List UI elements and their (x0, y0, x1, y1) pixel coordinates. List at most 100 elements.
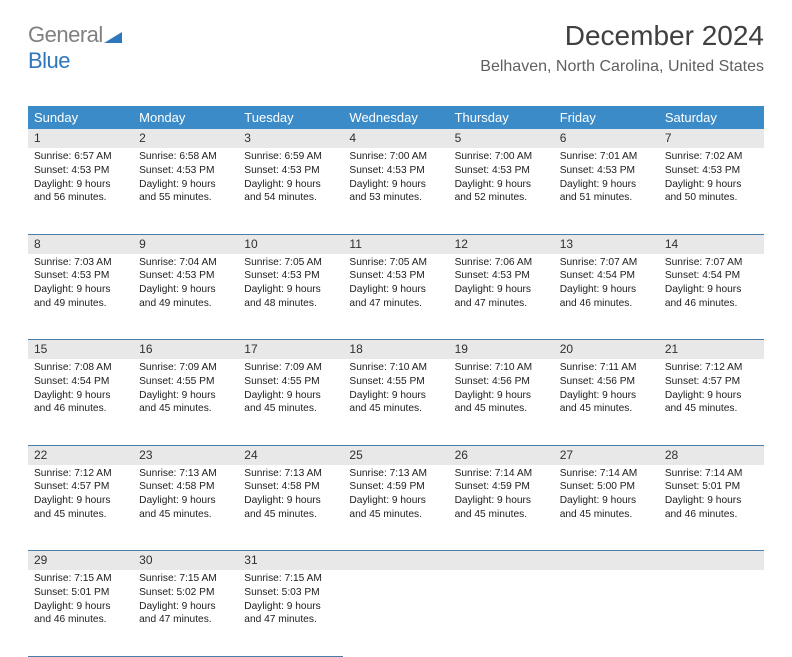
sunrise-line: Sunrise: 7:08 AM (34, 361, 127, 375)
sunrise-line: Sunrise: 7:07 AM (560, 256, 653, 270)
day-details: Sunrise: 7:00 AMSunset: 4:53 PMDaylight:… (449, 148, 554, 209)
day-details: Sunrise: 7:15 AMSunset: 5:01 PMDaylight:… (28, 570, 133, 631)
daylight-line: Daylight: 9 hours and 48 minutes. (244, 283, 337, 311)
daylight-line: Daylight: 9 hours and 45 minutes. (349, 494, 442, 522)
day-details: Sunrise: 7:12 AMSunset: 4:57 PMDaylight:… (659, 359, 764, 420)
sunrise-line: Sunrise: 7:06 AM (455, 256, 548, 270)
day-content-cell: Sunrise: 7:15 AMSunset: 5:03 PMDaylight:… (238, 570, 343, 656)
sunrise-line: Sunrise: 7:13 AM (139, 467, 232, 481)
day-number-cell: 25 (343, 445, 448, 465)
sunset-line: Sunset: 4:58 PM (139, 480, 232, 494)
weekday-header: Friday (554, 106, 659, 129)
sunrise-line: Sunrise: 7:12 AM (665, 361, 758, 375)
day-content-cell: Sunrise: 7:14 AMSunset: 5:00 PMDaylight:… (554, 465, 659, 551)
day-details: Sunrise: 7:00 AMSunset: 4:53 PMDaylight:… (343, 148, 448, 209)
day-number-row: 891011121314 (28, 234, 764, 254)
day-number-cell: 20 (554, 340, 659, 360)
day-number-row: 293031 (28, 551, 764, 571)
day-number-cell: 5 (449, 129, 554, 148)
sunrise-line: Sunrise: 7:10 AM (349, 361, 442, 375)
sunset-line: Sunset: 4:53 PM (455, 164, 548, 178)
weekday-header: Sunday (28, 106, 133, 129)
day-content-cell: Sunrise: 7:03 AMSunset: 4:53 PMDaylight:… (28, 254, 133, 340)
daylight-line: Daylight: 9 hours and 49 minutes. (34, 283, 127, 311)
day-number-cell: 27 (554, 445, 659, 465)
sunrise-line: Sunrise: 7:14 AM (455, 467, 548, 481)
day-details: Sunrise: 7:07 AMSunset: 4:54 PMDaylight:… (554, 254, 659, 315)
page-header: December 2024 Belhaven, North Carolina, … (480, 20, 764, 76)
day-number-cell: 14 (659, 234, 764, 254)
daylight-line: Daylight: 9 hours and 45 minutes. (455, 389, 548, 417)
day-details: Sunrise: 7:13 AMSunset: 4:59 PMDaylight:… (343, 465, 448, 526)
sunset-line: Sunset: 4:53 PM (665, 164, 758, 178)
logo-text-2: Blue (28, 48, 70, 73)
day-content-cell (449, 570, 554, 656)
logo: General Blue (28, 22, 122, 74)
day-number-cell: 4 (343, 129, 448, 148)
sunset-line: Sunset: 4:54 PM (560, 269, 653, 283)
daylight-line: Daylight: 9 hours and 46 minutes. (34, 600, 127, 628)
daylight-line: Daylight: 9 hours and 45 minutes. (665, 389, 758, 417)
day-details: Sunrise: 7:01 AMSunset: 4:53 PMDaylight:… (554, 148, 659, 209)
day-content-cell: Sunrise: 7:09 AMSunset: 4:55 PMDaylight:… (133, 359, 238, 445)
sunrise-line: Sunrise: 7:09 AM (244, 361, 337, 375)
day-content-cell: Sunrise: 7:11 AMSunset: 4:56 PMDaylight:… (554, 359, 659, 445)
sunset-line: Sunset: 4:54 PM (665, 269, 758, 283)
sunrise-line: Sunrise: 7:14 AM (665, 467, 758, 481)
day-content-cell: Sunrise: 7:10 AMSunset: 4:56 PMDaylight:… (449, 359, 554, 445)
sunset-line: Sunset: 4:59 PM (349, 480, 442, 494)
day-number-cell: 3 (238, 129, 343, 148)
daylight-line: Daylight: 9 hours and 56 minutes. (34, 178, 127, 206)
sunset-line: Sunset: 5:01 PM (665, 480, 758, 494)
day-details: Sunrise: 7:13 AMSunset: 4:58 PMDaylight:… (238, 465, 343, 526)
daylight-line: Daylight: 9 hours and 45 minutes. (455, 494, 548, 522)
day-content-cell: Sunrise: 6:57 AMSunset: 4:53 PMDaylight:… (28, 148, 133, 234)
sunset-line: Sunset: 4:59 PM (455, 480, 548, 494)
day-details: Sunrise: 7:09 AMSunset: 4:55 PMDaylight:… (238, 359, 343, 420)
sunrise-line: Sunrise: 7:10 AM (455, 361, 548, 375)
weekday-header: Wednesday (343, 106, 448, 129)
day-content-cell: Sunrise: 7:01 AMSunset: 4:53 PMDaylight:… (554, 148, 659, 234)
sunset-line: Sunset: 4:53 PM (560, 164, 653, 178)
day-content-cell: Sunrise: 6:59 AMSunset: 4:53 PMDaylight:… (238, 148, 343, 234)
day-details: Sunrise: 7:08 AMSunset: 4:54 PMDaylight:… (28, 359, 133, 420)
daylight-line: Daylight: 9 hours and 45 minutes. (244, 389, 337, 417)
day-content-cell: Sunrise: 7:00 AMSunset: 4:53 PMDaylight:… (343, 148, 448, 234)
daylight-line: Daylight: 9 hours and 45 minutes. (349, 389, 442, 417)
day-content-cell: Sunrise: 7:13 AMSunset: 4:58 PMDaylight:… (133, 465, 238, 551)
day-number-cell: 2 (133, 129, 238, 148)
daylight-line: Daylight: 9 hours and 50 minutes. (665, 178, 758, 206)
day-content-cell: Sunrise: 7:14 AMSunset: 4:59 PMDaylight:… (449, 465, 554, 551)
sunset-line: Sunset: 4:53 PM (139, 269, 232, 283)
day-number-cell: 21 (659, 340, 764, 360)
day-number-cell: 23 (133, 445, 238, 465)
day-details: Sunrise: 6:58 AMSunset: 4:53 PMDaylight:… (133, 148, 238, 209)
sunset-line: Sunset: 4:57 PM (34, 480, 127, 494)
day-number-cell: 22 (28, 445, 133, 465)
day-number-cell: 28 (659, 445, 764, 465)
sunrise-line: Sunrise: 7:04 AM (139, 256, 232, 270)
day-details: Sunrise: 7:12 AMSunset: 4:57 PMDaylight:… (28, 465, 133, 526)
day-details: Sunrise: 7:09 AMSunset: 4:55 PMDaylight:… (133, 359, 238, 420)
day-details: Sunrise: 7:10 AMSunset: 4:55 PMDaylight:… (343, 359, 448, 420)
day-number-cell: 10 (238, 234, 343, 254)
sunset-line: Sunset: 4:53 PM (349, 164, 442, 178)
weekday-header: Saturday (659, 106, 764, 129)
day-details: Sunrise: 6:57 AMSunset: 4:53 PMDaylight:… (28, 148, 133, 209)
sunrise-line: Sunrise: 6:58 AM (139, 150, 232, 164)
day-content-cell (659, 570, 764, 656)
sunrise-line: Sunrise: 7:09 AM (139, 361, 232, 375)
sunset-line: Sunset: 4:56 PM (455, 375, 548, 389)
sunrise-line: Sunrise: 7:15 AM (139, 572, 232, 586)
sunrise-line: Sunrise: 7:02 AM (665, 150, 758, 164)
day-content-cell: Sunrise: 7:13 AMSunset: 4:59 PMDaylight:… (343, 465, 448, 551)
day-number-cell: 11 (343, 234, 448, 254)
day-details: Sunrise: 7:11 AMSunset: 4:56 PMDaylight:… (554, 359, 659, 420)
month-title: December 2024 (480, 20, 764, 52)
day-number-cell: 12 (449, 234, 554, 254)
day-number-cell: 29 (28, 551, 133, 571)
sunset-line: Sunset: 5:02 PM (139, 586, 232, 600)
daylight-line: Daylight: 9 hours and 47 minutes. (139, 600, 232, 628)
day-content-cell: Sunrise: 7:15 AMSunset: 5:01 PMDaylight:… (28, 570, 133, 656)
day-content-cell: Sunrise: 7:12 AMSunset: 4:57 PMDaylight:… (659, 359, 764, 445)
